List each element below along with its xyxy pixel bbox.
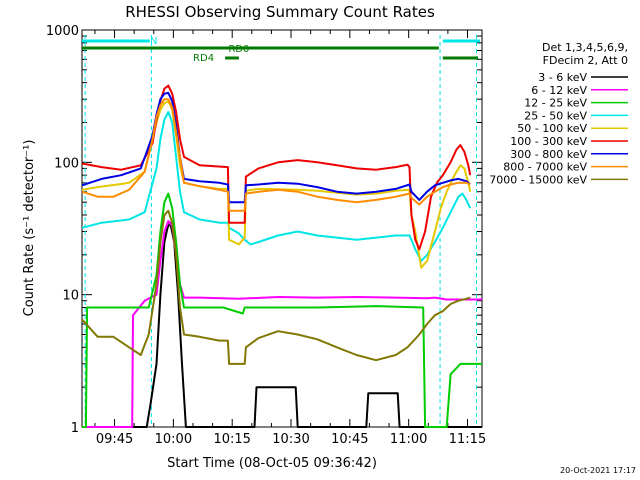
series-line — [81, 84, 472, 251]
legend-label: 300 - 800 keV — [510, 148, 587, 161]
legend-label: 50 - 100 keV — [517, 122, 587, 135]
plot-frame — [81, 29, 483, 428]
legend-label: 6 - 12 keV — [531, 84, 587, 97]
legend-label: 7000 - 15000 keV — [489, 173, 587, 186]
annotation-label: RD4 — [193, 53, 214, 64]
legend-header-1: Det 1,3,4,5,6,9, — [542, 41, 628, 54]
series-line — [81, 98, 471, 212]
y-axis-label: Count Rate (s⁻¹ detector⁻¹) — [22, 140, 37, 317]
legend-label: 12 - 25 keV — [524, 97, 587, 110]
annotations: N RD0 RD4 — [82, 35, 481, 427]
series-line — [82, 220, 482, 428]
series-line — [81, 111, 472, 262]
y-tick-label: 100 — [54, 156, 79, 171]
x-tick-label: 09:45 — [96, 432, 133, 447]
legend-label: 3 - 6 keV — [538, 71, 587, 84]
series-line — [81, 209, 471, 365]
legend: Det 1,3,4,5,6,9, FDecim 2, Att 0 3 - 6 k… — [489, 41, 628, 186]
series-line — [81, 91, 471, 204]
legend-label: 25 - 50 keV — [524, 109, 587, 122]
annotation-label: RD0 — [228, 44, 249, 55]
series-line — [82, 221, 482, 428]
y-tick-label: 10 — [62, 289, 79, 304]
y-tick-label: 1000 — [46, 24, 79, 39]
x-tick-label: 10:45 — [331, 432, 368, 447]
legend-label: 800 - 7000 keV — [503, 161, 587, 174]
x-tick-label: 10:15 — [213, 432, 250, 447]
legend-header-2: FDecim 2, Att 0 — [543, 54, 628, 67]
footer-date: 20-Oct-2021 17:17 — [560, 466, 636, 475]
chart-title: RHESSI Observing Summary Count Rates — [125, 3, 435, 21]
x-axis-label: Start Time (08-Oct-05 09:36:42) — [167, 456, 377, 471]
axes-ticks: 09:45 10:00 10:15 10:30 10:45 11:00 11:15 1 10 10… — [46, 24, 486, 447]
x-tick-label: 11:00 — [390, 432, 427, 447]
x-tick-label: 11:15 — [449, 432, 486, 447]
x-tick-label: 10:30 — [272, 432, 309, 447]
plot-series — [81, 84, 482, 428]
legend-label: 100 - 300 keV — [510, 135, 587, 148]
series-line — [82, 192, 482, 428]
x-tick-label: 10:00 — [155, 432, 192, 447]
annotation-label: N — [150, 36, 157, 47]
y-tick-label: 1 — [71, 421, 79, 436]
